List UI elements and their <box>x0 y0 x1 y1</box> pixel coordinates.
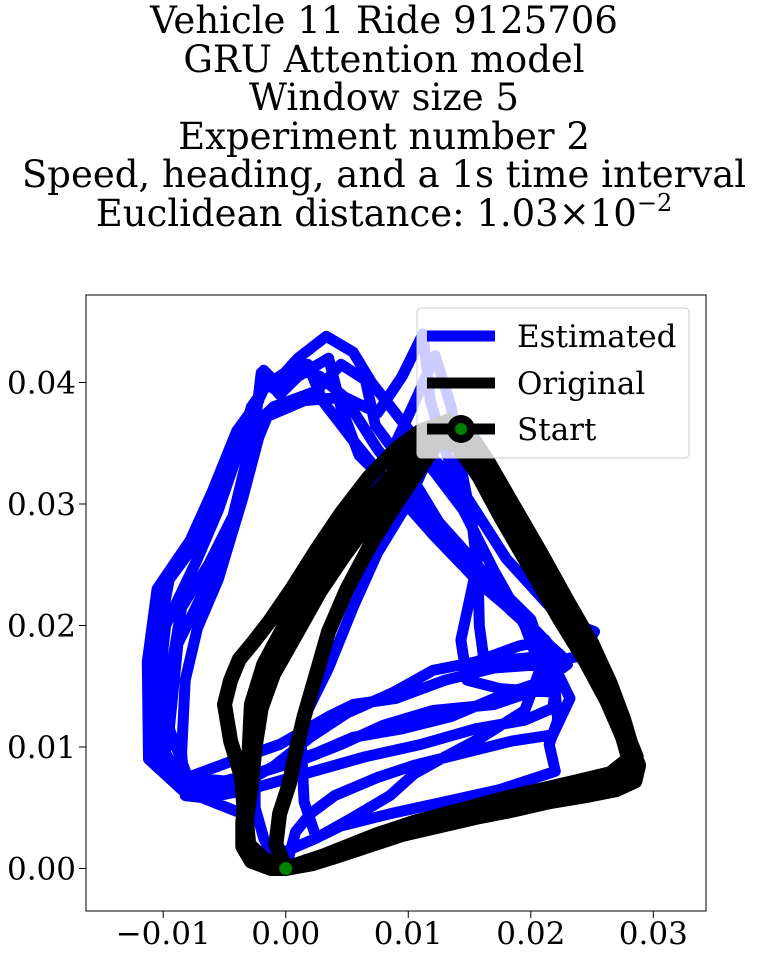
series-line-estimated <box>141 328 600 874</box>
legend-start-marker-inner <box>455 423 467 435</box>
metric-prefix: Euclidean distance: <box>95 191 477 235</box>
title-line-2: GRU Attention model <box>183 37 585 81</box>
x-tick-label: −0.01 <box>116 916 211 952</box>
title-line-4: Experiment number 2 <box>178 114 590 158</box>
legend-box <box>416 307 690 459</box>
x-tick-label: 0.02 <box>496 916 565 952</box>
y-tick-label: 0.01 <box>7 730 76 766</box>
metric-times: × <box>558 191 590 235</box>
x-tick-label: 0.01 <box>374 916 443 952</box>
y-tick-label: 0.02 <box>7 608 76 644</box>
legend: Estimated Original Start <box>416 307 690 459</box>
y-tick-label: 0.00 <box>7 851 76 887</box>
y-tick-label: 0.03 <box>7 487 76 523</box>
legend-label-original: Original <box>517 366 645 402</box>
chart-title: Vehicle 11 Ride 9125706 GRU Attention mo… <box>0 0 768 235</box>
x-tick-label: 0.00 <box>251 916 320 952</box>
legend-label-start: Start <box>517 412 597 448</box>
x-tick-label: 0.03 <box>619 916 688 952</box>
series-layer <box>141 328 647 876</box>
title-line-3: Window size 5 <box>249 76 519 119</box>
start-marker <box>279 861 293 875</box>
metric-exponent: −2 <box>636 188 673 217</box>
title-line-5: Speed, heading, and a 1s time interval <box>21 153 747 196</box>
y-tick-label: 0.04 <box>7 365 76 401</box>
title-line-6: Euclidean distance: 1.03×10−2 <box>0 191 768 235</box>
plot-frame <box>85 294 707 912</box>
series-line-original <box>217 413 647 876</box>
metric-mantissa: 1.03 <box>476 191 559 235</box>
metric-base: 10 <box>589 191 637 235</box>
legend-label-estimated: Estimated <box>517 319 676 355</box>
title-line-1: Vehicle 11 Ride 9125706 <box>150 0 618 42</box>
axis-layer: −0.01 0.00 0.01 0.02 0.03 0.00 0.01 0.02 0.03 0.0… <box>7 365 688 952</box>
